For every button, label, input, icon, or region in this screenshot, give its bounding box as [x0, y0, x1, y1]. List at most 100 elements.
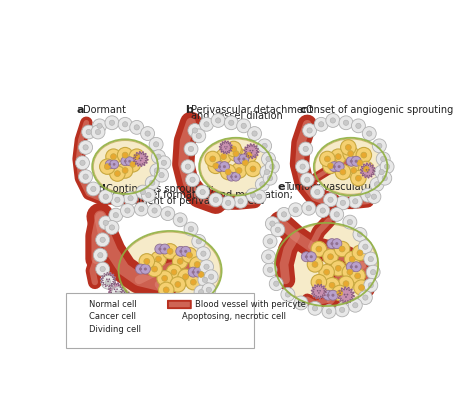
- Circle shape: [220, 154, 227, 160]
- Circle shape: [205, 151, 220, 166]
- Circle shape: [252, 150, 254, 151]
- Circle shape: [149, 138, 163, 151]
- Circle shape: [307, 257, 323, 272]
- Circle shape: [98, 253, 103, 258]
- Circle shape: [100, 159, 115, 174]
- Circle shape: [225, 148, 227, 149]
- Circle shape: [146, 311, 147, 313]
- Circle shape: [335, 242, 338, 245]
- Circle shape: [346, 293, 348, 295]
- Circle shape: [368, 256, 374, 262]
- Circle shape: [137, 306, 138, 308]
- Circle shape: [186, 173, 200, 187]
- Circle shape: [355, 160, 358, 163]
- Circle shape: [99, 190, 113, 204]
- Circle shape: [238, 199, 243, 204]
- Circle shape: [186, 295, 201, 309]
- Circle shape: [110, 193, 124, 207]
- Circle shape: [242, 158, 246, 160]
- Circle shape: [103, 194, 109, 199]
- Circle shape: [310, 255, 313, 258]
- Circle shape: [199, 289, 204, 295]
- Circle shape: [327, 294, 329, 297]
- Circle shape: [343, 146, 358, 161]
- Circle shape: [188, 124, 202, 138]
- Circle shape: [145, 176, 159, 190]
- Circle shape: [125, 310, 127, 311]
- Circle shape: [366, 131, 372, 136]
- Circle shape: [136, 185, 150, 199]
- Circle shape: [181, 160, 195, 173]
- Circle shape: [237, 119, 251, 133]
- Circle shape: [381, 156, 386, 162]
- Circle shape: [173, 317, 174, 319]
- Circle shape: [154, 168, 160, 173]
- Circle shape: [192, 129, 206, 143]
- Circle shape: [128, 160, 131, 163]
- Circle shape: [86, 129, 91, 135]
- Circle shape: [190, 257, 205, 272]
- Circle shape: [307, 128, 312, 133]
- Circle shape: [196, 133, 201, 138]
- Circle shape: [319, 290, 321, 291]
- Circle shape: [115, 291, 117, 292]
- Circle shape: [197, 271, 200, 274]
- Circle shape: [247, 127, 262, 140]
- Circle shape: [346, 262, 356, 272]
- Circle shape: [142, 306, 147, 312]
- Circle shape: [319, 122, 324, 127]
- Circle shape: [273, 281, 279, 286]
- Circle shape: [348, 298, 362, 312]
- Circle shape: [329, 162, 339, 172]
- Circle shape: [152, 208, 157, 213]
- Circle shape: [350, 160, 353, 163]
- Circle shape: [282, 212, 287, 217]
- Circle shape: [175, 282, 181, 287]
- Circle shape: [358, 284, 365, 291]
- Circle shape: [182, 274, 189, 280]
- Circle shape: [160, 304, 162, 305]
- Circle shape: [228, 146, 244, 161]
- Circle shape: [331, 294, 335, 297]
- Circle shape: [328, 197, 333, 202]
- Circle shape: [231, 146, 237, 152]
- Circle shape: [213, 197, 219, 202]
- Circle shape: [176, 246, 186, 256]
- Circle shape: [358, 291, 373, 304]
- Circle shape: [118, 163, 133, 178]
- Circle shape: [334, 212, 339, 217]
- Circle shape: [352, 155, 368, 171]
- Circle shape: [116, 289, 118, 290]
- Circle shape: [103, 220, 109, 225]
- Circle shape: [122, 122, 128, 127]
- Circle shape: [337, 165, 341, 168]
- Circle shape: [104, 164, 110, 170]
- Circle shape: [329, 282, 335, 288]
- Circle shape: [111, 287, 125, 301]
- Circle shape: [128, 300, 134, 306]
- Circle shape: [191, 299, 196, 304]
- Circle shape: [125, 208, 130, 213]
- Circle shape: [118, 117, 132, 131]
- Circle shape: [93, 248, 107, 262]
- Circle shape: [361, 152, 367, 158]
- Circle shape: [105, 280, 111, 285]
- Circle shape: [181, 246, 191, 256]
- Circle shape: [281, 287, 295, 302]
- Circle shape: [163, 304, 164, 305]
- Text: d: d: [98, 184, 106, 194]
- Circle shape: [92, 119, 107, 133]
- Circle shape: [299, 300, 304, 306]
- Circle shape: [167, 308, 173, 313]
- Circle shape: [293, 207, 298, 212]
- Polygon shape: [311, 284, 327, 299]
- Circle shape: [109, 120, 115, 125]
- Circle shape: [154, 310, 160, 315]
- Circle shape: [228, 120, 234, 125]
- Circle shape: [302, 201, 316, 215]
- Circle shape: [129, 149, 145, 164]
- Circle shape: [206, 287, 211, 293]
- Circle shape: [100, 237, 105, 243]
- Circle shape: [308, 302, 322, 315]
- Circle shape: [366, 265, 380, 279]
